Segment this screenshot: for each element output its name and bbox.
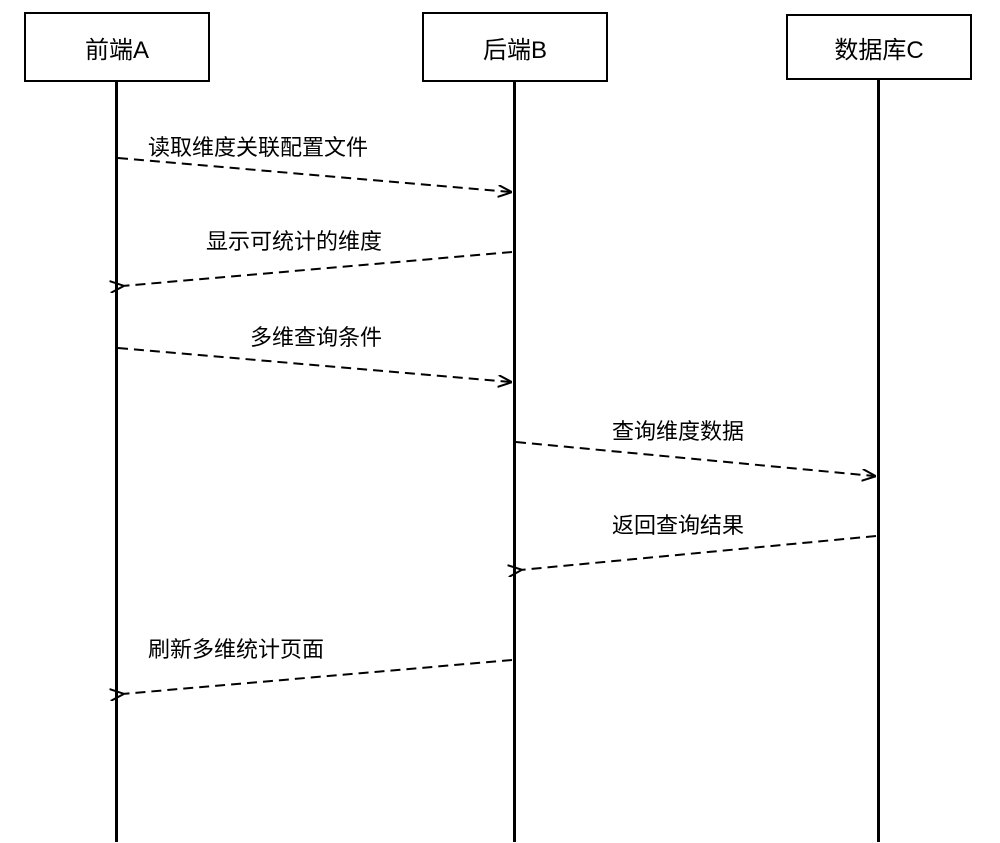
message-label: 显示可统计的维度 [206, 224, 382, 256]
message-arrow [0, 0, 1000, 843]
message-label: 查询维度数据 [612, 414, 744, 446]
message-label: 多维查询条件 [250, 320, 382, 352]
message-label: 读取维度关联配置文件 [148, 130, 368, 162]
message-label: 返回查询结果 [612, 508, 744, 540]
message-label: 刷新多维统计页面 [148, 632, 324, 664]
